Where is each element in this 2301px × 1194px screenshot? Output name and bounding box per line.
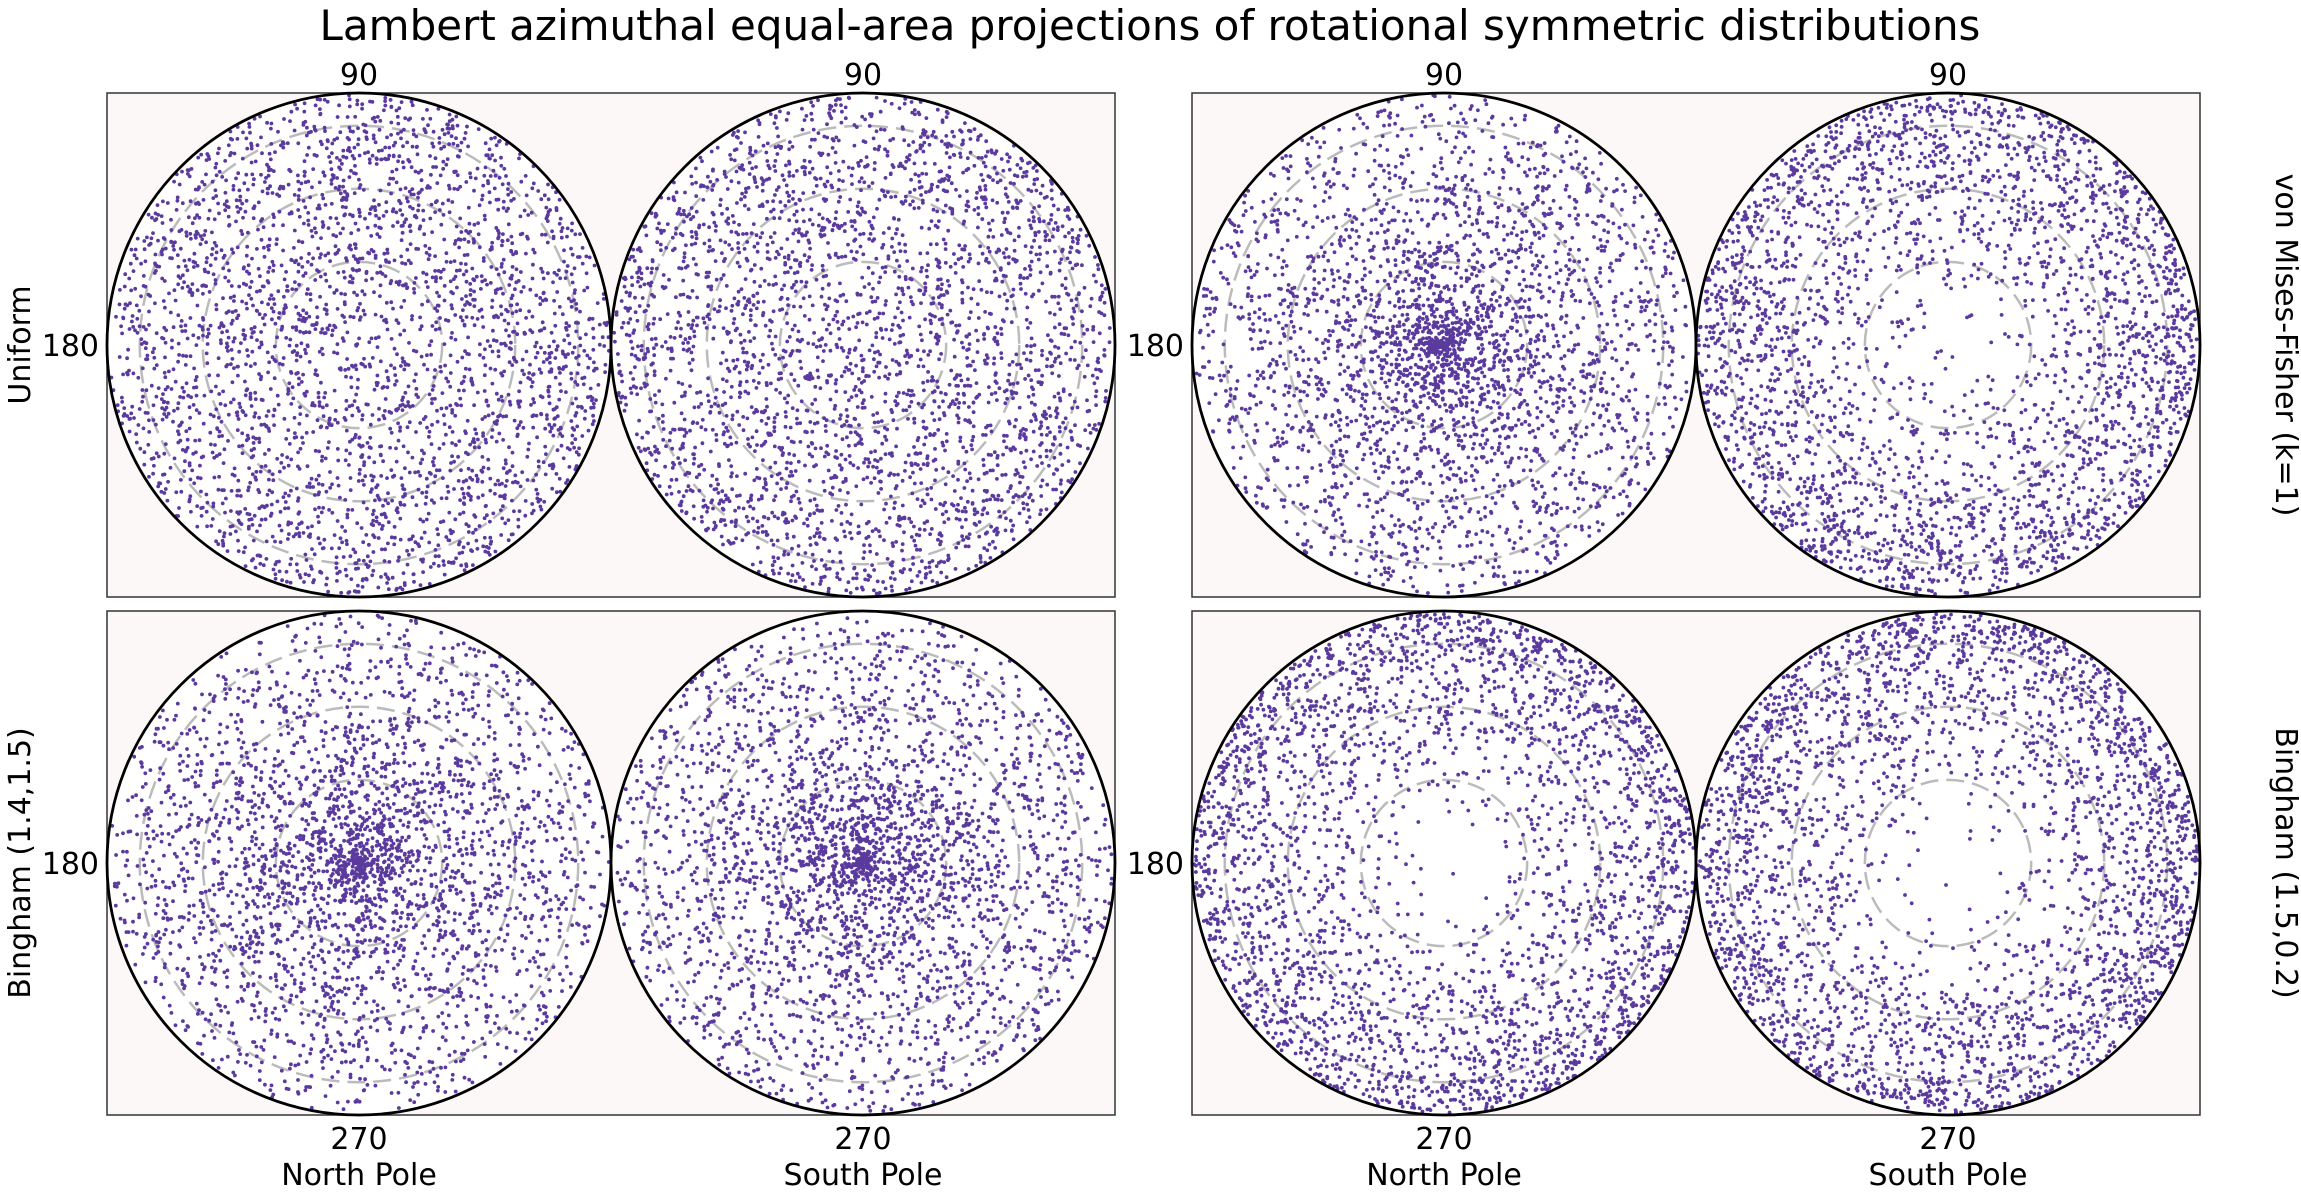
grid-ring xyxy=(1790,705,2106,1021)
hemisphere-south-2 xyxy=(1694,91,2202,599)
data-points xyxy=(1696,93,2199,596)
tick-label-180: 180 xyxy=(1127,847,1184,882)
grid-ring xyxy=(1359,778,1529,948)
panel-label: Uniform xyxy=(3,285,38,404)
hemisphere-disk xyxy=(1696,93,2200,597)
grid-ring xyxy=(705,187,1021,503)
tick-label-90: 90 xyxy=(1929,58,1967,93)
hemisphere-north-1 xyxy=(105,91,613,599)
hemisphere-south-3 xyxy=(609,609,1117,1117)
tick-label-90: 90 xyxy=(844,58,882,93)
panel-label: Bingham (1.4,1.5) xyxy=(3,727,38,999)
hemisphere-label-north: North Pole xyxy=(281,1158,437,1193)
data-points xyxy=(109,93,611,595)
grid-ring xyxy=(778,260,948,430)
tick-label-270: 270 xyxy=(1415,1122,1472,1157)
tick-label-270: 270 xyxy=(834,1122,891,1157)
hemisphere-north-4 xyxy=(1190,609,1698,1117)
grid-ring xyxy=(1286,187,1602,503)
tick-label-270: 270 xyxy=(1919,1122,1976,1157)
hemisphere-outline xyxy=(1694,609,2202,1117)
hemisphere-disk xyxy=(611,93,1115,597)
hemisphere-outline xyxy=(609,91,1117,599)
hemisphere-north-2 xyxy=(1190,91,1698,599)
grid-ring xyxy=(138,124,580,566)
tick-label-90: 90 xyxy=(340,58,378,93)
tick-label-180: 180 xyxy=(42,847,99,882)
hemisphere-disk xyxy=(1192,611,1696,1115)
data-points xyxy=(110,613,611,1112)
hemisphere-outline xyxy=(1694,91,2202,599)
hemisphere-north-3 xyxy=(105,609,613,1117)
grid-ring xyxy=(1359,260,1529,430)
data-points xyxy=(1696,612,2200,1115)
grid-ring xyxy=(705,705,1021,1021)
panel-2: 90 90 180 von Mises-Fisher (k=1) xyxy=(1127,58,2301,599)
hemisphere-south-4 xyxy=(1694,609,2202,1117)
data-points xyxy=(612,95,1112,597)
chart-title: Lambert azimuthal equal-area projections… xyxy=(320,1,1981,50)
grid-ring xyxy=(1863,778,2033,948)
panel-label: Bingham (1.5,0.2) xyxy=(2268,727,2301,999)
grid-ring xyxy=(642,124,1084,566)
grid-ring xyxy=(138,642,580,1084)
hemisphere-label-south: South Pole xyxy=(784,1158,943,1193)
tick-label-180: 180 xyxy=(1127,329,1184,364)
hemisphere-label-south: South Pole xyxy=(1869,1158,2028,1193)
grid-ring xyxy=(274,778,444,948)
data-points xyxy=(1192,612,1696,1115)
hemisphere-outline xyxy=(609,609,1117,1117)
data-points xyxy=(615,616,1114,1113)
tick-label-180: 180 xyxy=(42,329,99,364)
hemisphere-label-north: North Pole xyxy=(1366,1158,1522,1193)
hemisphere-south-1 xyxy=(609,91,1117,599)
tick-label-270: 270 xyxy=(330,1122,387,1157)
data-points xyxy=(1194,93,1689,595)
panel-label: von Mises-Fisher (k=1) xyxy=(2268,174,2301,517)
tick-label-90: 90 xyxy=(1425,58,1463,93)
grid-ring xyxy=(1286,705,1602,1021)
